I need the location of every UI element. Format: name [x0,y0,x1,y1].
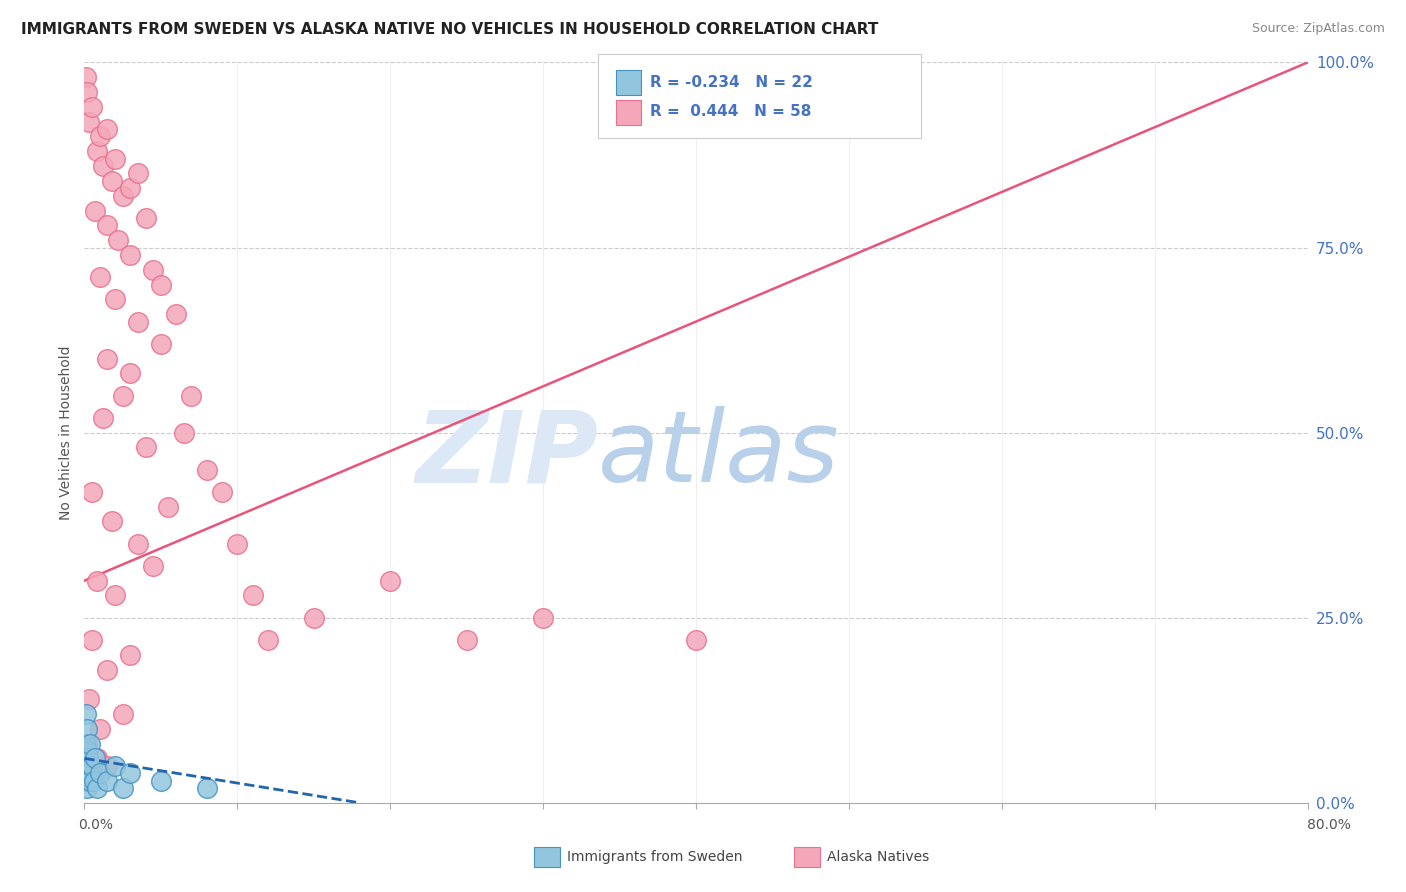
Point [79,773,101,788]
Point [149,277,172,292]
Text: atlas: atlas [598,407,839,503]
Point [75,737,97,751]
Point [96,663,118,677]
Point [120,648,142,662]
Point [76,737,98,751]
Point [84,203,107,218]
Text: R =  0.444   N = 58: R = 0.444 N = 58 [650,104,811,119]
Point [80,100,103,114]
Point [86,574,108,588]
Point [180,388,202,402]
Y-axis label: No Vehicles in Household: No Vehicles in Household [59,345,73,520]
Point [84,751,107,765]
Point [75,758,97,772]
Point [76,722,98,736]
Point [75,773,97,788]
Point [302,610,325,624]
Point [89,766,111,780]
Point [77,114,100,128]
Point [173,425,195,440]
Point [77,751,100,765]
Point [77,692,100,706]
Point [120,367,142,381]
Point [142,558,165,573]
Point [104,589,127,603]
Point [91,410,114,425]
Text: 80.0%: 80.0% [1306,818,1351,832]
Point [76,85,98,99]
Point [76,744,98,758]
Text: R = -0.234   N = 22: R = -0.234 N = 22 [650,76,813,90]
Point [120,248,142,262]
Point [135,211,157,225]
Point [111,188,134,202]
Point [91,159,114,173]
Point [96,773,118,788]
Point [120,181,142,195]
Point [83,773,105,788]
Point [127,536,149,550]
Point [107,233,129,247]
Point [75,706,97,721]
Point [89,129,111,144]
Point [157,500,180,514]
Point [195,462,218,476]
Point [165,307,187,321]
Point [135,441,157,455]
Point [242,589,264,603]
Point [89,722,111,736]
Point [79,737,101,751]
Point [211,484,233,499]
Point [76,780,98,795]
Point [104,152,127,166]
Point [142,262,165,277]
Point [456,632,478,647]
Text: IMMIGRANTS FROM SWEDEN VS ALASKA NATIVE NO VEHICLES IN HOUSEHOLD CORRELATION CHA: IMMIGRANTS FROM SWEDEN VS ALASKA NATIVE … [21,22,879,37]
Point [226,536,249,550]
Point [111,706,134,721]
Point [149,336,172,351]
Point [77,766,100,780]
Point [127,166,149,180]
Point [96,351,118,366]
Point [685,632,707,647]
Point [111,388,134,402]
Text: ZIP: ZIP [415,407,598,503]
Point [96,758,118,772]
Point [86,145,108,159]
Point [86,751,108,765]
Point [101,515,124,529]
Point [531,610,554,624]
Point [101,174,124,188]
Point [80,758,103,772]
Text: 0.0%: 0.0% [79,818,112,832]
Point [104,293,127,307]
Text: Alaska Natives: Alaska Natives [827,850,929,864]
Text: Source: ZipAtlas.com: Source: ZipAtlas.com [1251,22,1385,36]
Text: Immigrants from Sweden: Immigrants from Sweden [567,850,742,864]
Point [127,314,149,328]
Point [89,270,111,285]
Point [149,773,172,788]
Point [111,780,134,795]
Point [96,219,118,233]
Point [96,122,118,136]
Point [80,484,103,499]
Point [86,780,108,795]
Point [380,574,402,588]
Point [120,766,142,780]
Point [80,632,103,647]
Point [104,758,127,772]
Point [257,632,280,647]
Point [195,780,218,795]
Point [75,70,97,85]
